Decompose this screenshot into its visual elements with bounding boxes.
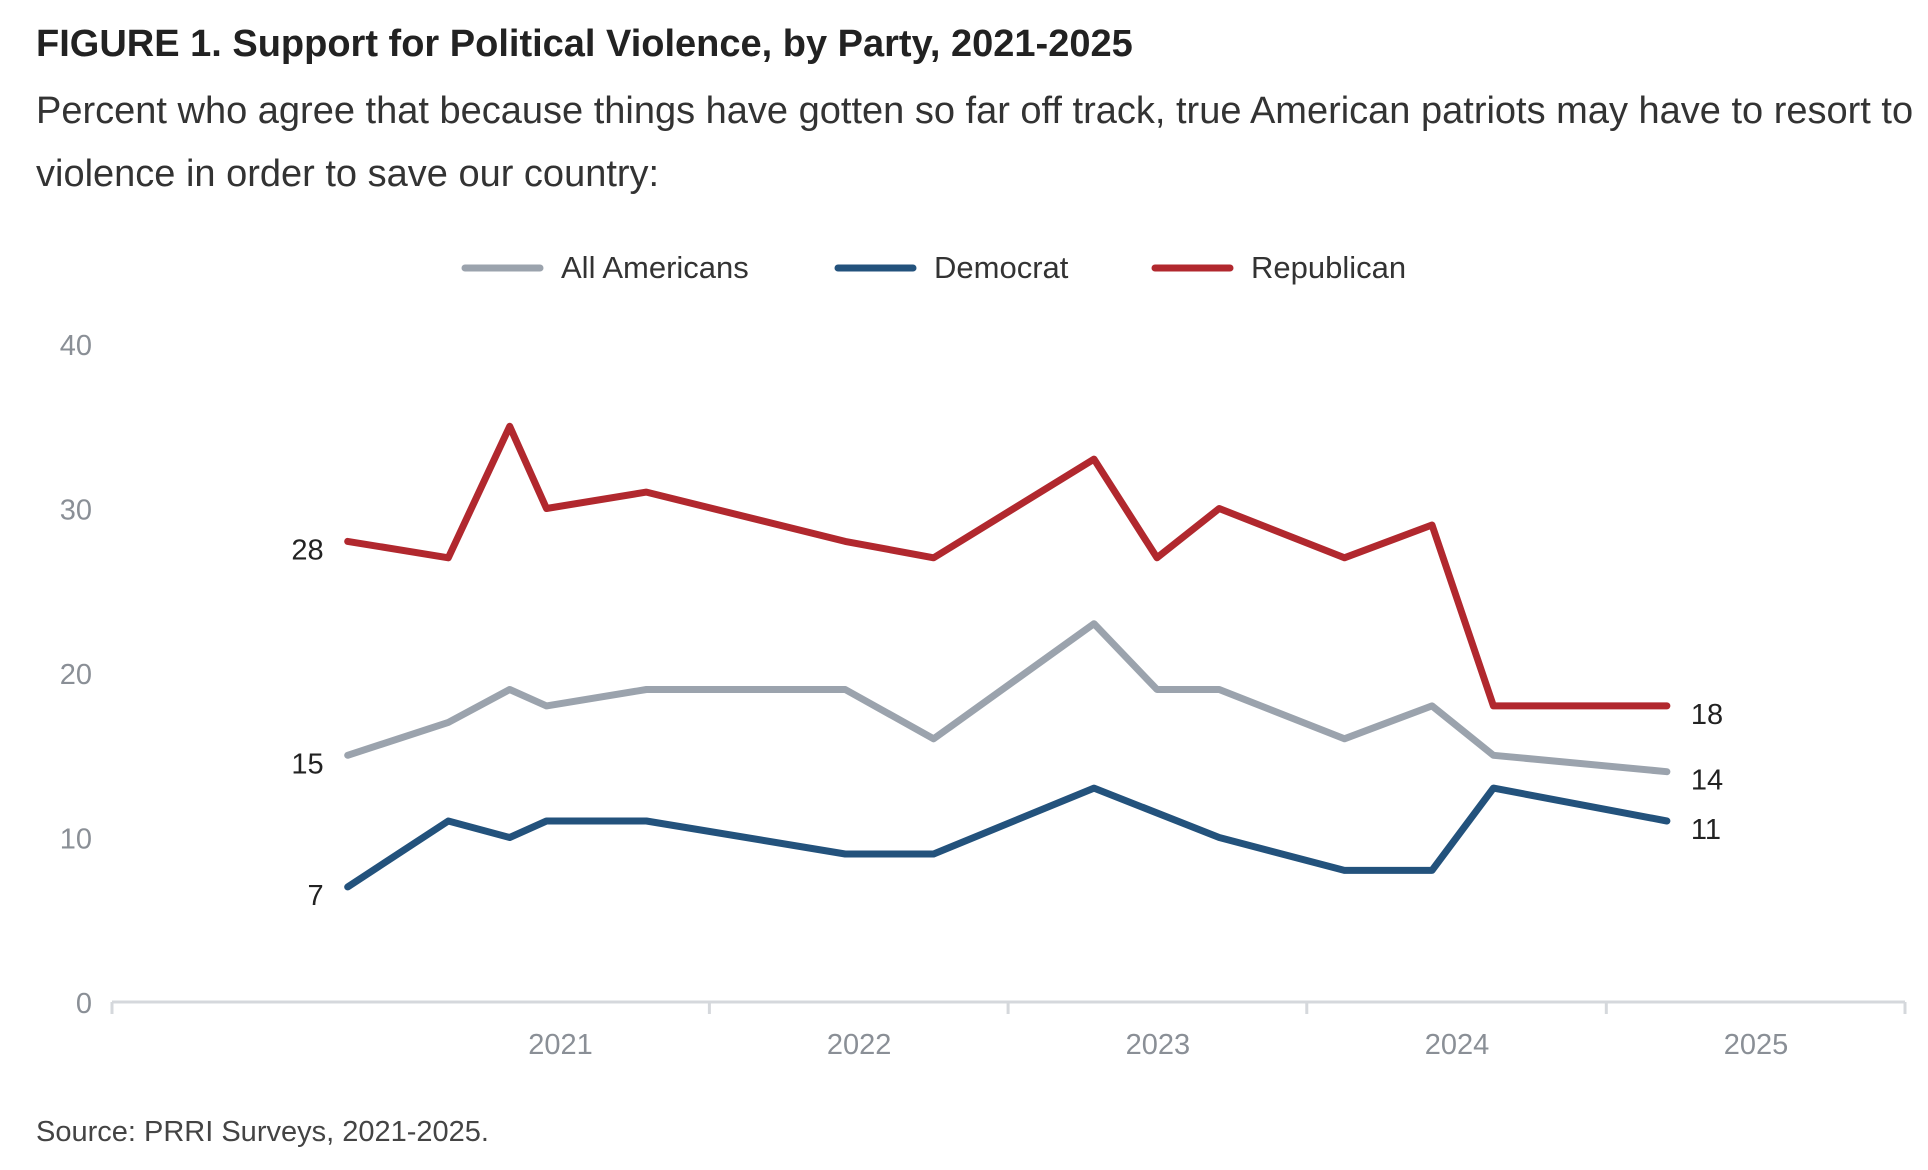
y-tick-label: 40: [60, 330, 92, 362]
source-note: Source: PRRI Surveys, 2021-2025.: [36, 1116, 489, 1148]
figure-title: FIGURE 1. Support for Political Violence…: [36, 23, 1133, 65]
data-label: 11: [1691, 814, 1721, 846]
data-label: 14: [1691, 765, 1723, 797]
y-tick-label: 20: [60, 659, 92, 691]
legend-label: All Americans: [561, 250, 749, 285]
y-tick-label: 0: [76, 988, 92, 1020]
series-line-all-americans: [344, 620, 1671, 776]
x-tick-label: 2022: [827, 1029, 892, 1061]
x-tick-label: 2021: [528, 1029, 593, 1061]
data-label: 18: [1691, 699, 1723, 731]
x-tick-label: 2023: [1126, 1029, 1191, 1061]
data-label: 28: [291, 534, 323, 566]
legend-label: Republican: [1251, 250, 1406, 285]
legend-label: Democrat: [934, 250, 1069, 285]
data-label: 15: [291, 748, 323, 780]
y-tick-label: 30: [60, 495, 92, 527]
x-tick-label: 2024: [1425, 1029, 1490, 1061]
series-line-democrat: [344, 784, 1671, 891]
series-line-republican: [344, 422, 1671, 710]
figure-subtitle: Percent who agree that because things ha…: [36, 90, 1914, 195]
x-tick-label: 2025: [1724, 1029, 1789, 1061]
data-label: 7: [308, 880, 324, 912]
y-tick-label: 10: [60, 824, 92, 856]
